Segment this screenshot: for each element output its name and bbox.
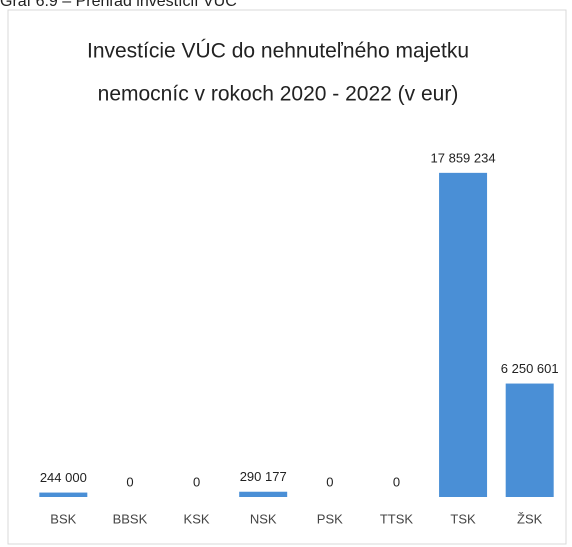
data-label: 0	[193, 474, 200, 489]
data-label: 290 177	[240, 469, 287, 484]
data-label: 0	[126, 474, 133, 489]
x-tick-label: ŽSK	[517, 511, 543, 526]
caption: Graf 6.9 – Prehľad investícií VÚC	[0, 0, 237, 10]
x-tick-label: BBSK	[113, 511, 148, 526]
chart-title: Investície VÚC do nehnuteľného majetku	[87, 40, 469, 63]
x-tick-label: NSK	[250, 511, 277, 526]
data-label: 6 250 601	[501, 361, 559, 376]
data-label: 0	[393, 474, 400, 489]
bar	[39, 492, 88, 497]
data-label: 17 859 234	[431, 150, 496, 165]
x-tick-label: PSK	[317, 511, 343, 526]
bar	[239, 491, 288, 497]
x-tick-label: TSK	[450, 511, 476, 526]
bar	[505, 383, 554, 497]
x-tick-label: KSK	[184, 511, 210, 526]
data-label: 0	[326, 474, 333, 489]
chart-title: nemocníc v rokoch 2020 - 2022 (v eur)	[98, 83, 459, 106]
bar	[439, 172, 488, 497]
x-tick-label: BSK	[50, 511, 76, 526]
chart-frame	[7, 9, 567, 545]
data-label: 244 000	[40, 470, 87, 485]
x-tick-label: TTSK	[380, 511, 414, 526]
